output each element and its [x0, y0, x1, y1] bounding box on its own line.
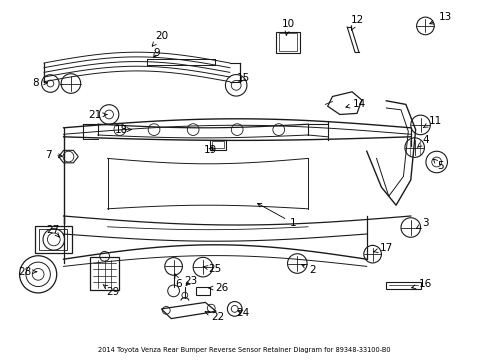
Text: 11: 11	[423, 116, 441, 127]
Text: 18: 18	[114, 125, 131, 135]
Text: 26: 26	[208, 283, 228, 293]
Text: 9: 9	[153, 48, 160, 58]
Text: 23: 23	[183, 276, 197, 286]
Text: 13: 13	[429, 12, 451, 24]
Text: 29: 29	[103, 285, 119, 297]
Text: 2: 2	[301, 264, 316, 275]
Text: 21: 21	[88, 110, 107, 120]
Text: 28: 28	[18, 267, 37, 277]
Text: 7: 7	[45, 150, 62, 160]
Text: 5: 5	[432, 159, 443, 171]
Text: 8: 8	[32, 78, 47, 88]
Text: 4: 4	[416, 135, 428, 148]
Text: 2014 Toyota Venza Rear Bumper Reverse Sensor Retainer Diagram for 89348-33100-B0: 2014 Toyota Venza Rear Bumper Reverse Se…	[98, 347, 390, 353]
Text: 1: 1	[257, 203, 296, 228]
Bar	[90, 257, 119, 290]
Text: 12: 12	[349, 15, 363, 30]
Text: 22: 22	[205, 311, 224, 322]
Text: 27: 27	[46, 225, 60, 238]
Text: 25: 25	[203, 264, 222, 274]
Bar	[278, 33, 297, 51]
Text: 16: 16	[411, 279, 431, 289]
Bar	[276, 32, 299, 53]
Text: 14: 14	[345, 99, 366, 109]
Bar	[35, 226, 72, 253]
Text: 15: 15	[236, 73, 249, 84]
Bar	[210, 140, 225, 150]
Text: 20: 20	[152, 31, 167, 46]
Text: 3: 3	[415, 218, 428, 229]
Text: 24: 24	[236, 308, 249, 318]
Bar	[195, 287, 210, 295]
Bar	[212, 141, 224, 148]
Bar	[39, 229, 67, 250]
Text: 6: 6	[174, 274, 182, 289]
Text: 17: 17	[373, 243, 392, 253]
Bar	[386, 282, 420, 289]
Text: 19: 19	[203, 145, 217, 156]
Text: 10: 10	[282, 19, 294, 35]
